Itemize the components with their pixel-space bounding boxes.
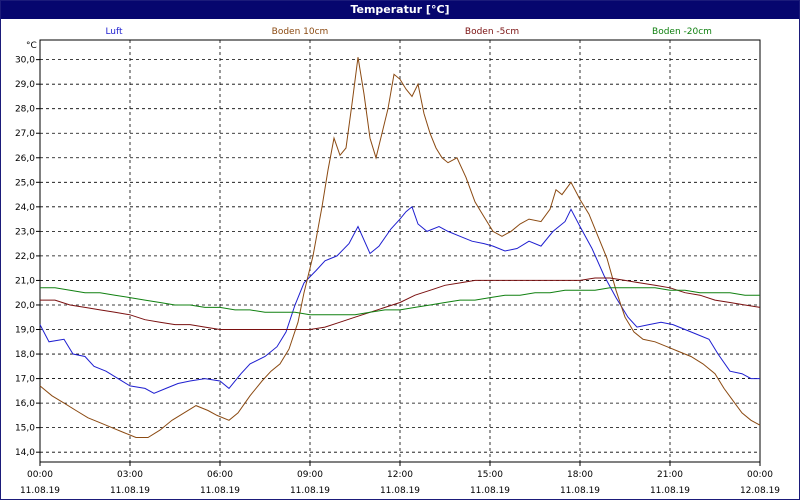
y-tick-label: 26,0 [15,154,35,164]
axes [36,39,761,466]
series-line-boden-20cm [40,287,760,316]
x-tick-date: 11.08.19 [200,486,240,496]
y-axis-unit: °C [26,41,37,51]
x-tick-time: 06:00 [207,470,233,480]
x-tick-date: 11.08.19 [650,486,690,496]
legend-item: Boden -20cm [652,27,712,37]
x-tick-time: 15:00 [477,470,503,480]
legend-item: Luft [105,27,123,37]
x-tick-time: 09:00 [297,470,323,480]
legend: Luft Boden 10cm Boden -5cm Boden -20cm [105,27,712,37]
x-tick-time: 21:00 [657,470,683,480]
y-tick-label: 27,0 [15,129,35,139]
y-tick-label: 18,0 [15,350,35,360]
series-line-boden-5cm [40,277,761,330]
y-tick-label: 20,0 [15,301,35,311]
y-tick-label: 30,0 [15,56,35,66]
x-tick-time: 00:00 [27,470,53,480]
legend-item: Boden -5cm [465,27,519,37]
y-tick-label: 28,0 [15,105,35,115]
x-tick-date: 11.08.19 [20,486,60,496]
series-lines [39,57,761,438]
y-tick-label: 25,0 [15,178,35,188]
y-tick-labels: 14,0 15,0 16,0 17,0 18,0 19,0 20,0 21,0 22,0 23,0… [15,56,35,459]
y-tick-label: 17,0 [15,375,35,385]
y-tick-label: 22,0 [15,252,35,262]
y-tick-label: 29,0 [15,80,35,90]
series-line-luft [39,205,760,394]
x-tick-time: 18:00 [567,470,593,480]
x-tick-date: 11.08.19 [560,486,600,496]
grid-lines [40,40,760,462]
x-tick-labels: 00:00 11.08.19 03:00 11.08.19 06:00 11.08.19 0… [20,470,780,496]
x-tick-time: 03:00 [117,470,143,480]
y-tick-label: 15,0 [15,424,35,434]
legend-item: Boden 10cm [272,27,329,37]
x-tick-time: 12:00 [387,470,413,480]
y-tick-label: 19,0 [15,326,35,336]
x-tick-date: 12.08.19 [740,486,780,496]
y-tick-label: 23,0 [15,227,35,237]
x-tick-date: 11.08.19 [380,486,420,496]
x-tick-date: 11.08.19 [470,486,510,496]
y-tick-label: 21,0 [15,276,35,286]
chart-title: Temperatur [°C] [1,1,799,19]
y-tick-label: 14,0 [15,448,35,458]
y-tick-label: 24,0 [15,203,35,213]
series-line-boden-10cm [39,57,761,438]
x-tick-time: 00:00 [747,470,773,480]
x-tick-date: 11.08.19 [110,486,150,496]
y-tick-label: 16,0 [15,399,35,409]
x-tick-date: 11.08.19 [290,486,330,496]
